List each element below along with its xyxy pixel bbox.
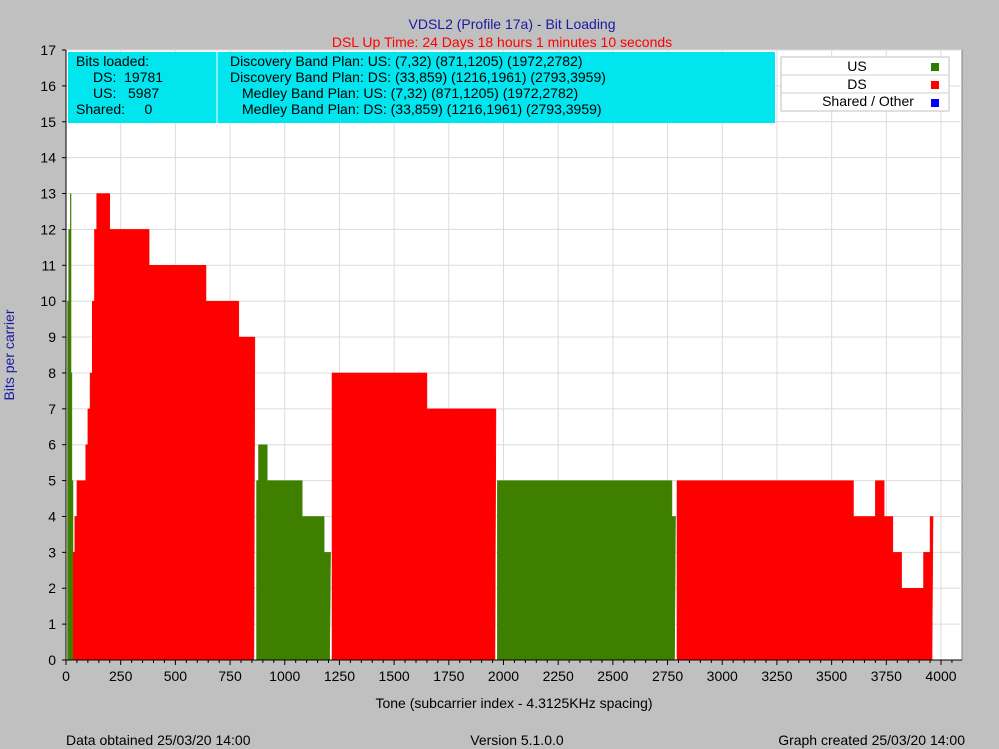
band-plan-line-1: Discovery Band Plan: US: (7,32) (871,120… — [230, 53, 583, 69]
y-tick-label: 14 — [40, 150, 56, 166]
legend-label-us: US — [847, 58, 866, 74]
x-tick-label: 2750 — [652, 668, 683, 684]
y-tick-label: 1 — [48, 616, 56, 632]
series-area-ds — [331, 372, 497, 661]
footer-graph-created: Graph created 25/03/20 14:00 — [778, 732, 965, 748]
y-tick-label: 12 — [40, 221, 56, 237]
y-tick-label: 0 — [48, 652, 56, 668]
y-tick-label: 5 — [48, 473, 56, 489]
chart-title: VDSL2 (Profile 17a) - Bit Loading — [409, 16, 616, 32]
x-tick-label: 250 — [109, 668, 133, 684]
y-tick-label: 10 — [40, 293, 56, 309]
x-tick-label: 1000 — [269, 668, 300, 684]
bits-loaded-label: Bits loaded: — [76, 53, 149, 69]
y-axis-label: Bits per carrier — [1, 309, 17, 400]
y-tick-label: 6 — [48, 437, 56, 453]
legend: US DS Shared / Other — [780, 56, 950, 112]
series-area-ds — [72, 193, 256, 661]
y-tick-label: 9 — [48, 329, 56, 345]
x-tick-label: 1500 — [379, 668, 410, 684]
shared-bits-value: Shared: 0 — [76, 101, 152, 117]
y-tick-label: 2 — [48, 580, 56, 596]
band-plan-line-4: Medley Band Plan: DS: (33,859) (1216,196… — [242, 101, 602, 117]
band-plan-line-2: Discovery Band Plan: DS: (33,859) (1216,… — [230, 69, 606, 85]
info-box-background — [68, 52, 775, 123]
legend-swatch-shared — [931, 99, 939, 107]
x-tick-label: 0 — [62, 668, 70, 684]
y-tick-label: 15 — [40, 114, 56, 130]
band-plan-line-3: Medley Band Plan: US: (7,32) (871,1205) … — [242, 85, 578, 101]
x-tick-label: 1250 — [324, 668, 355, 684]
y-tick-label: 7 — [48, 401, 56, 417]
series-area-us — [256, 444, 331, 661]
footer-version: Version 5.1.0.0 — [470, 732, 564, 748]
y-tick-label: 16 — [40, 78, 56, 94]
legend-label-shared: Shared / Other — [822, 93, 914, 109]
legend-box — [780, 56, 950, 112]
series-area-ds — [676, 480, 934, 661]
chart-subtitle: DSL Up Time: 24 Days 18 hours 1 minutes … — [332, 34, 672, 50]
info-box: Bits loaded: DS: 19781 US: 5987 Shared: … — [68, 52, 775, 123]
x-tick-label: 2250 — [543, 668, 574, 684]
y-tick-label: 11 — [41, 257, 56, 273]
footer-data-obtained: Data obtained 25/03/20 14:00 — [66, 732, 251, 748]
ds-bits-value: DS: 19781 — [93, 69, 163, 85]
series-layer — [67, 193, 934, 661]
x-tick-label: 2500 — [597, 668, 628, 684]
x-tick-label: 3000 — [707, 668, 738, 684]
x-tick-label: 3250 — [761, 668, 792, 684]
us-bits-value: US: 5987 — [93, 85, 159, 101]
x-tick-label: 1750 — [433, 668, 464, 684]
y-tick-label: 17 — [40, 42, 56, 58]
y-tick-label: 8 — [48, 365, 56, 381]
y-tick-label: 4 — [48, 508, 56, 524]
x-tick-label: 3750 — [871, 668, 902, 684]
x-tick-label: 500 — [164, 668, 188, 684]
x-tick-label: 750 — [218, 668, 242, 684]
x-tick-label: 2000 — [488, 668, 519, 684]
legend-swatch-ds — [931, 81, 939, 89]
x-tick-label: 4000 — [925, 668, 956, 684]
legend-swatch-us — [931, 63, 939, 71]
y-tick-label: 3 — [48, 544, 56, 560]
x-axis-label: Tone (subcarrier index - 4.3125KHz spaci… — [375, 695, 652, 711]
axes: 0 250 500 750 1000 1250 1500 1750 2000 2250 2500 27… — [40, 42, 962, 684]
series-area-us — [497, 480, 676, 661]
x-tick-label: 3500 — [816, 668, 847, 684]
legend-label-ds: DS — [847, 76, 866, 92]
y-tick-label: 13 — [40, 186, 56, 202]
